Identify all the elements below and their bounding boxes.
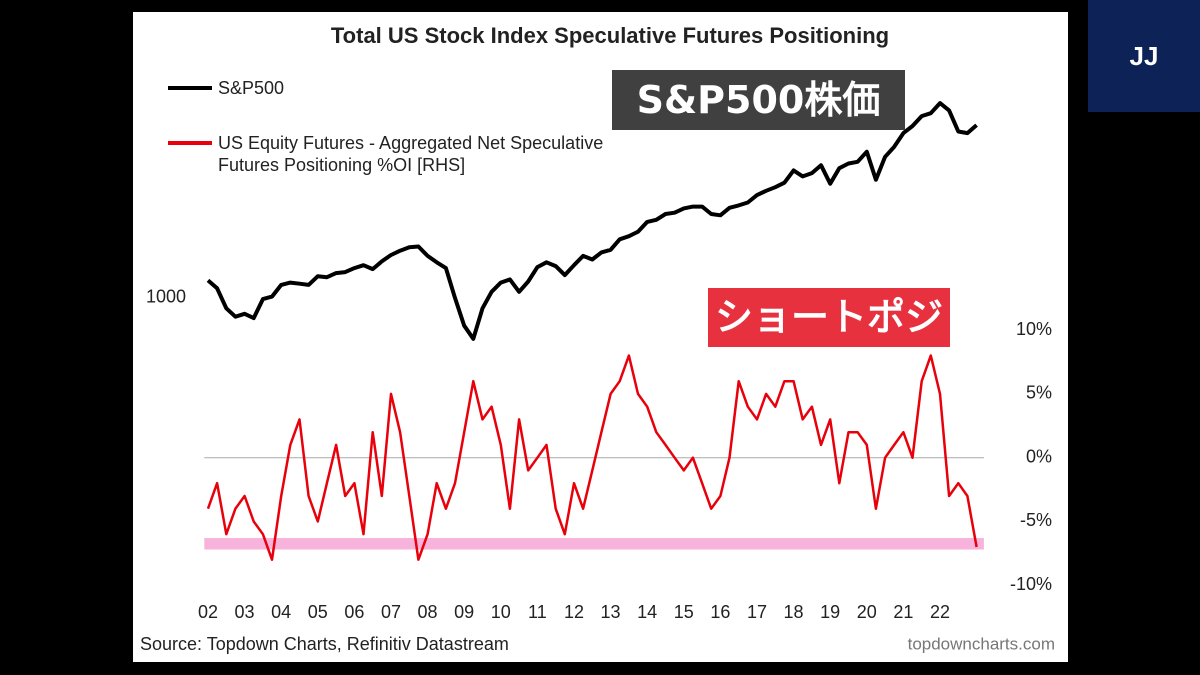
x-tick-label: 22	[930, 602, 950, 622]
x-tick-label: 07	[381, 602, 401, 622]
series-line	[206, 101, 978, 341]
annotation: S&P500株価	[612, 70, 905, 130]
x-tick-label: 19	[820, 602, 840, 622]
x-tick-label: 21	[893, 602, 913, 622]
y2-tick-label: 10%	[1016, 319, 1052, 339]
y2-tick-label: -5%	[1020, 510, 1052, 530]
logo: JJ	[1088, 0, 1200, 112]
x-tick-label: 12	[564, 602, 584, 622]
x-tick-label: 14	[637, 602, 657, 622]
x-tick-label: 05	[308, 602, 328, 622]
x-tick-label: 03	[235, 602, 255, 622]
chart-title: Total US Stock Index Speculative Futures…	[331, 23, 889, 48]
x-tick-label: 06	[344, 602, 364, 622]
legend-entry: S&P500	[218, 78, 285, 98]
x-tick-label: 04	[271, 602, 291, 622]
x-tick-label: 10	[491, 602, 511, 622]
highlight-band	[204, 538, 984, 550]
annotation: ショートポジ	[708, 288, 950, 347]
x-tick-label: 20	[857, 602, 877, 622]
source: Source: Topdown Charts, Refinitiv Datast…	[140, 634, 509, 654]
x-tick-label: 15	[674, 602, 694, 622]
legend-entry: US Equity Futures - Aggregated Net Specu…	[218, 133, 604, 175]
x-tick-label: 02	[198, 602, 218, 622]
x-tick-label: 13	[601, 602, 621, 622]
x-tick-label: 09	[454, 602, 474, 622]
series-line	[206, 354, 978, 561]
x-tick-label: 18	[784, 602, 804, 622]
x-tick-label: 11	[528, 602, 547, 622]
y2-tick-label: -10%	[1010, 574, 1052, 594]
y-tick-label: 1000	[146, 287, 186, 307]
x-tick-label: 16	[710, 602, 730, 622]
x-tick-label: 17	[747, 602, 767, 622]
credit: topdowncharts.com	[908, 634, 1055, 653]
x-tick-label: 08	[418, 602, 438, 622]
y2-tick-label: 0%	[1026, 446, 1052, 466]
y2-tick-label: 5%	[1026, 383, 1052, 403]
